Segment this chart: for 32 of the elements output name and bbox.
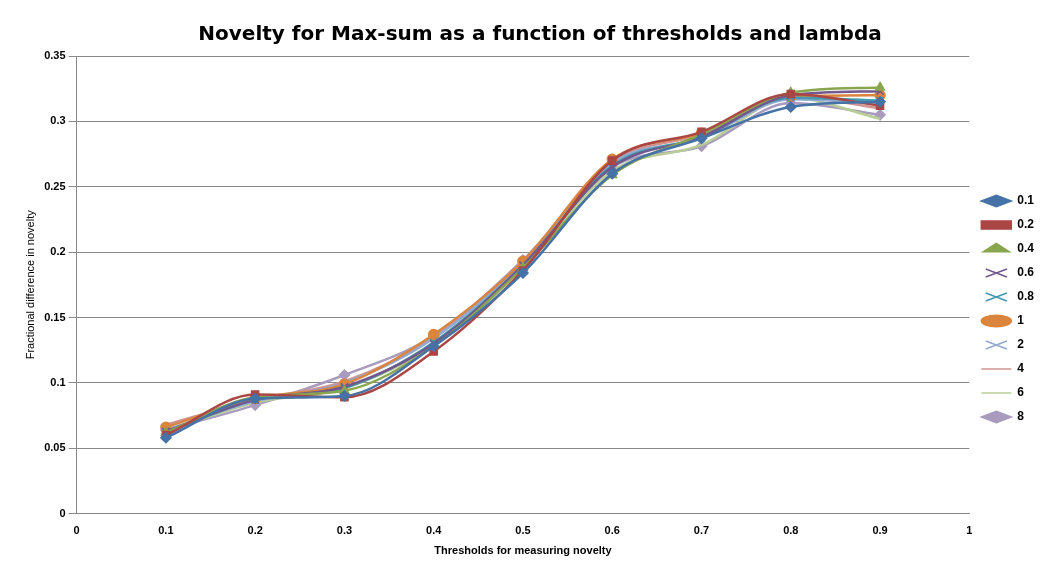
x-tick-label: 1 xyxy=(966,524,973,537)
y-axis-title: Fractional difference in novelty xyxy=(23,209,36,360)
legend-label: 0.4 xyxy=(1017,241,1035,256)
legend-label: 0.8 xyxy=(1017,289,1035,304)
x-axis-title: Thresholds for measuring novelty xyxy=(434,544,613,557)
legend-label: 2 xyxy=(1017,337,1025,352)
y-tick-label: 0.25 xyxy=(44,179,66,192)
legend-label: 0.2 xyxy=(1017,217,1035,232)
chart-title: Novelty for Max-sum as a function of thresholds and lambda xyxy=(198,21,882,45)
x-tick-label: 0.4 xyxy=(426,524,443,537)
x-tick-label: 0.1 xyxy=(158,524,174,537)
legend-label: 0.1 xyxy=(1017,193,1035,208)
y-tick-label: 0.3 xyxy=(50,114,66,127)
legend-label: 6 xyxy=(1017,385,1025,400)
y-tick-label: 0.35 xyxy=(44,49,66,62)
legend-label: 1 xyxy=(1017,313,1025,328)
x-tick-label: 0.5 xyxy=(515,524,531,537)
x-tick-label: 0.8 xyxy=(783,524,799,537)
y-tick-label: 0.05 xyxy=(44,441,66,454)
x-tick-label: 0.7 xyxy=(693,524,710,537)
x-tick-label: 0.3 xyxy=(336,524,353,537)
x-tick-label: 0.6 xyxy=(604,524,620,537)
x-tick-label: 0.2 xyxy=(247,524,263,537)
legend-label: 4 xyxy=(1017,361,1025,376)
legend-label: 0.6 xyxy=(1017,265,1035,280)
legend-label: 8 xyxy=(1017,409,1025,424)
y-tick-label: 0.2 xyxy=(50,245,66,258)
x-tick-label: 0 xyxy=(73,524,80,537)
y-tick-label: 0 xyxy=(59,506,66,519)
y-tick-label: 0.15 xyxy=(44,310,66,323)
y-tick-label: 0.1 xyxy=(50,375,66,388)
x-tick-label: 0.9 xyxy=(872,524,888,537)
